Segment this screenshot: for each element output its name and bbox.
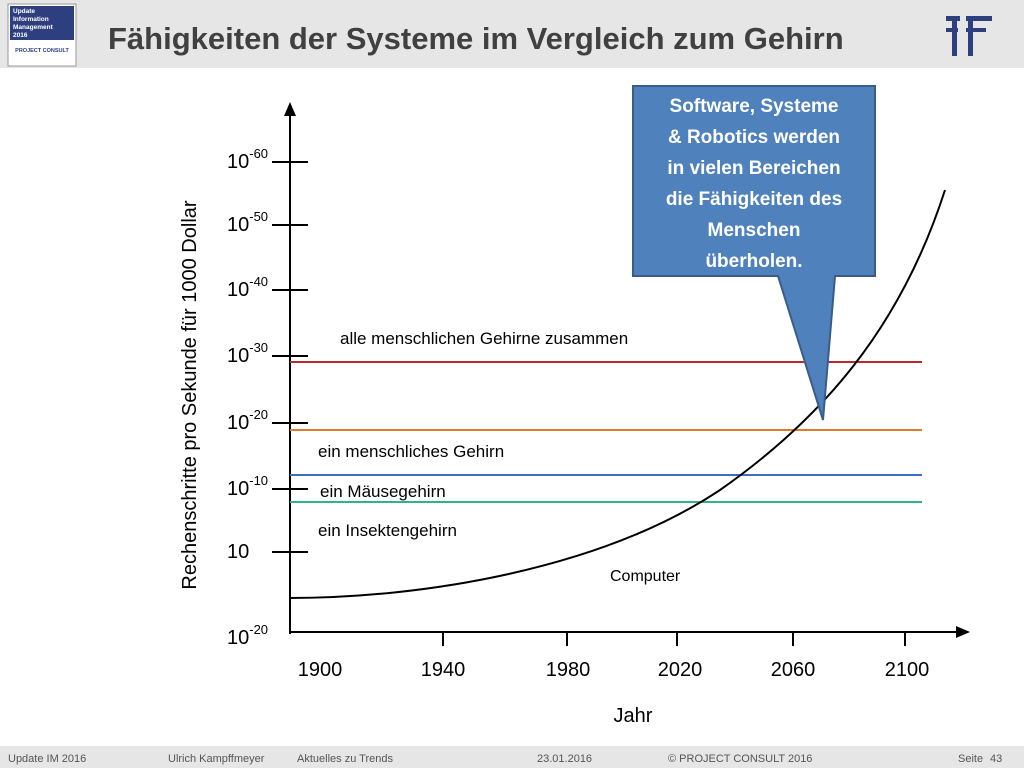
callout-line: in vielen Bereichen: [667, 158, 840, 179]
y-tick-label: 10-20: [227, 407, 268, 434]
callout-line: Menschen: [708, 220, 801, 241]
logo-fill: [10, 6, 74, 40]
y-tick-base: 10: [227, 345, 249, 367]
x-tick-label: 1980: [546, 659, 591, 681]
callout-line: die Fähigkeiten des: [666, 189, 842, 210]
x-tick-label: 1900: [298, 659, 343, 681]
header-band: [0, 0, 1024, 68]
brand-logo: [946, 16, 992, 56]
y-tick-base: 10: [227, 279, 249, 301]
footer-text: Seite: [958, 753, 983, 765]
axes: [289, 112, 958, 634]
y-tick-exp: -20: [249, 622, 268, 637]
logo-line: 2016: [13, 32, 28, 39]
level-label: ein Mäusegehirn: [320, 482, 446, 501]
y-tick-label: 10: [227, 541, 249, 563]
y-tick-label: 10-50: [227, 209, 268, 236]
y-tick-exp: -20: [249, 407, 268, 422]
y-tick-base: 10: [227, 151, 249, 173]
y-tick-label: 10-40: [227, 274, 268, 301]
y-tick-base: 10: [227, 478, 249, 500]
y-tick-base: 10: [227, 541, 249, 563]
level-lines: [290, 361, 922, 503]
y-tick-label: 10-20: [227, 622, 268, 649]
logo-line: Information: [13, 16, 49, 23]
y-tick-label: 10-10: [227, 473, 268, 500]
y-tick-exp: -60: [249, 146, 268, 161]
slide-title: Fähigkeiten der Systeme im Vergleich zum…: [108, 21, 844, 56]
footer-text: © PROJECT CONSULT 2016: [668, 753, 812, 765]
footer-text: Aktuelles zu Trends: [297, 753, 393, 765]
footer-band: [0, 746, 1024, 768]
y-tick-exp: -10: [249, 473, 268, 488]
level-label: ein Insektengehirn: [318, 521, 457, 540]
callout: [632, 85, 876, 421]
x-arrow: [956, 626, 970, 638]
level-label: ein menschliches Gehirn: [318, 442, 504, 461]
x-tick-label: 1940: [421, 659, 466, 681]
y-axis-label: Rechenschritte pro Sekunde für 1000 Doll…: [179, 200, 201, 589]
callout-line: & Robotics werden: [668, 127, 840, 148]
x-tick-label: 2060: [771, 659, 816, 681]
y-tick-base: 10: [227, 412, 249, 434]
logo-line: Update: [13, 8, 35, 15]
y-tick-exp: -50: [249, 209, 268, 224]
y-tick-exp: -30: [249, 340, 268, 355]
y-tick-base: 10: [227, 627, 249, 649]
x-axis-label: Jahr: [614, 705, 653, 727]
footer-text: 23.01.2016: [537, 753, 592, 765]
callout-line: überholen.: [705, 251, 802, 272]
logo-sub: PROJECT CONSULT: [15, 48, 69, 54]
x-tick-label: 2020: [658, 659, 703, 681]
footer-text: Update IM 2016: [8, 753, 86, 765]
curve-label: Computer: [610, 568, 681, 585]
footer-text: Ulrich Kampffmeyer: [168, 753, 265, 765]
level-label: alle menschlichen Gehirne zusammen: [340, 329, 628, 348]
y-tick-label: 10-60: [227, 146, 268, 173]
logo-line: Management: [13, 24, 54, 31]
y-arrow: [284, 102, 296, 116]
y-tick-exp: -40: [249, 274, 268, 289]
callout-line: Software, Systeme: [670, 96, 839, 117]
footer-text: 43: [990, 753, 1002, 765]
y-tick-label: 10-30: [227, 340, 268, 367]
computer-curve: [289, 189, 946, 599]
y-tick-base: 10: [227, 214, 249, 236]
x-tick-label: 2100: [885, 659, 930, 681]
